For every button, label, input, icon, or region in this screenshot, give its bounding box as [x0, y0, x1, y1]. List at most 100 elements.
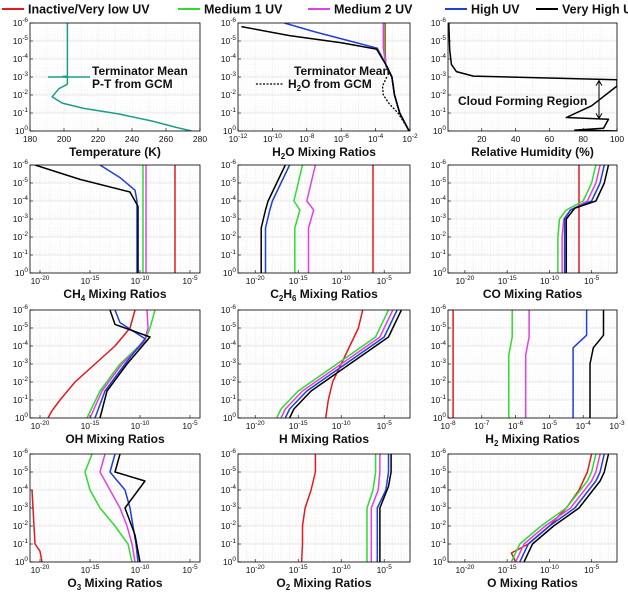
- x-tick-label: 10-20: [246, 564, 265, 575]
- x-tick-label: 10-8: [299, 133, 315, 144]
- y-tick-label: 10-6: [431, 17, 447, 28]
- x-tick-label: 10-10: [332, 275, 351, 286]
- x-tick-label: 10-7: [474, 420, 490, 431]
- y-tick-label: 10-6: [13, 159, 29, 170]
- y-tick-label: 10-5: [221, 35, 237, 46]
- x-tick-label: 10-20: [31, 275, 50, 286]
- series-line: [366, 454, 377, 562]
- legend-label: Inactive/Very low UV: [28, 3, 150, 17]
- y-tick-label: 10-4: [13, 484, 29, 495]
- grid: [29, 164, 201, 274]
- series-line: [264, 165, 291, 273]
- y-tick-label: 10-5: [431, 35, 447, 46]
- y-tick-label: 10-5: [13, 177, 29, 188]
- y-tick-label: 10-4: [13, 340, 29, 351]
- x-tick-label: 10-4: [368, 133, 384, 144]
- annotation-h2o-profile: Terminator Mean H2O from GCM: [288, 64, 390, 93]
- series-line: [523, 454, 610, 562]
- x-tick-label: 10-12: [229, 133, 248, 144]
- legend: Inactive/Very low UV Medium 1 UV Medium 2 …: [2, 3, 628, 17]
- x-tick-label: 10-5: [377, 564, 393, 575]
- x-axis-label: Temperature (K): [69, 145, 161, 159]
- y-tick-label: 100: [15, 267, 28, 278]
- y-tick-label: 10-2: [13, 520, 29, 531]
- y-tick-label: 10-3: [221, 71, 237, 82]
- x-tick-label: 10-10: [540, 275, 559, 286]
- y-tick-label: 10-2: [431, 231, 447, 242]
- x-tick-label: 10-10: [131, 420, 150, 431]
- y-tick-label: 100: [433, 267, 446, 278]
- series-line: [293, 165, 304, 273]
- y-tick-label: 10-2: [431, 376, 447, 387]
- series-line: [241, 25, 410, 131]
- series-line: [565, 165, 610, 273]
- series-line: [300, 454, 317, 562]
- series-line: [306, 165, 317, 273]
- x-tick-label: 10-5: [584, 275, 600, 286]
- grid: [29, 309, 201, 419]
- series-line: [99, 310, 151, 418]
- arrow-head-up: [595, 79, 603, 86]
- x-tick-label: 10-4: [576, 420, 592, 431]
- series-line: [514, 454, 601, 562]
- series-group: [31, 454, 146, 562]
- y-tick-label: 10-4: [431, 484, 447, 495]
- x-tick-label: 10-10: [131, 275, 150, 286]
- series-line: [376, 454, 390, 562]
- x-tick-label: 10-20: [246, 275, 265, 286]
- x-tick-label: 10-6: [508, 420, 524, 431]
- series-line: [448, 23, 617, 131]
- series-line: [288, 310, 403, 418]
- y-tick-label: 10-6: [221, 159, 237, 170]
- y-tick-label: 10-1: [13, 107, 29, 118]
- y-tick-label: 10-6: [221, 448, 237, 459]
- y-tick-label: 10-2: [13, 376, 29, 387]
- y-tick-label: 100: [433, 556, 446, 567]
- legend-label: Medium 1 UV: [204, 3, 283, 17]
- y-tick-label: 100: [433, 125, 446, 136]
- y-tick-label: 100: [223, 412, 236, 423]
- series-line: [510, 454, 597, 562]
- x-tick-label: 260: [159, 134, 173, 144]
- series-line: [34, 165, 139, 273]
- series-group: [260, 165, 374, 273]
- y-tick-label: 10-1: [221, 249, 237, 260]
- y-tick-label: 10-3: [13, 502, 29, 513]
- x-axis-label: CH4 Mixing Ratios: [63, 287, 166, 303]
- y-tick-label: 100: [15, 412, 28, 423]
- series-line: [572, 310, 588, 418]
- legend-label: Very High UV: [562, 3, 628, 17]
- series-group: [452, 310, 605, 418]
- series-line: [260, 165, 286, 273]
- x-tick-label: 10-3: [609, 420, 625, 431]
- x-tick-label: 10-10: [332, 564, 351, 575]
- grid: [237, 309, 411, 419]
- x-tick-label: 10-15: [289, 275, 308, 286]
- series-line: [99, 454, 136, 562]
- series-line: [94, 310, 146, 418]
- y-tick-label: 10-2: [221, 231, 237, 242]
- legend-entry: Medium 1 UV: [178, 3, 283, 17]
- y-tick-label: 10-5: [221, 322, 237, 333]
- y-tick-label: 100: [15, 125, 28, 136]
- y-tick-label: 10-3: [221, 502, 237, 513]
- x-tick-label: 10-5: [542, 420, 558, 431]
- y-tick-label: 10-5: [13, 35, 29, 46]
- x-tick-label: 10-5: [377, 275, 393, 286]
- x-tick-label: 10-5: [584, 564, 600, 575]
- y-tick-label: 10-5: [431, 466, 447, 477]
- x-tick-label: 10-20: [246, 420, 265, 431]
- y-tick-label: 10-4: [431, 53, 447, 64]
- x-tick-label: 100: [610, 134, 624, 144]
- legend-entry: Very High UV: [536, 3, 628, 17]
- x-tick-label: 10-15: [289, 420, 308, 431]
- y-tick-label: 10-3: [431, 71, 447, 82]
- y-tick-label: 10-6: [431, 159, 447, 170]
- grid: [447, 22, 618, 132]
